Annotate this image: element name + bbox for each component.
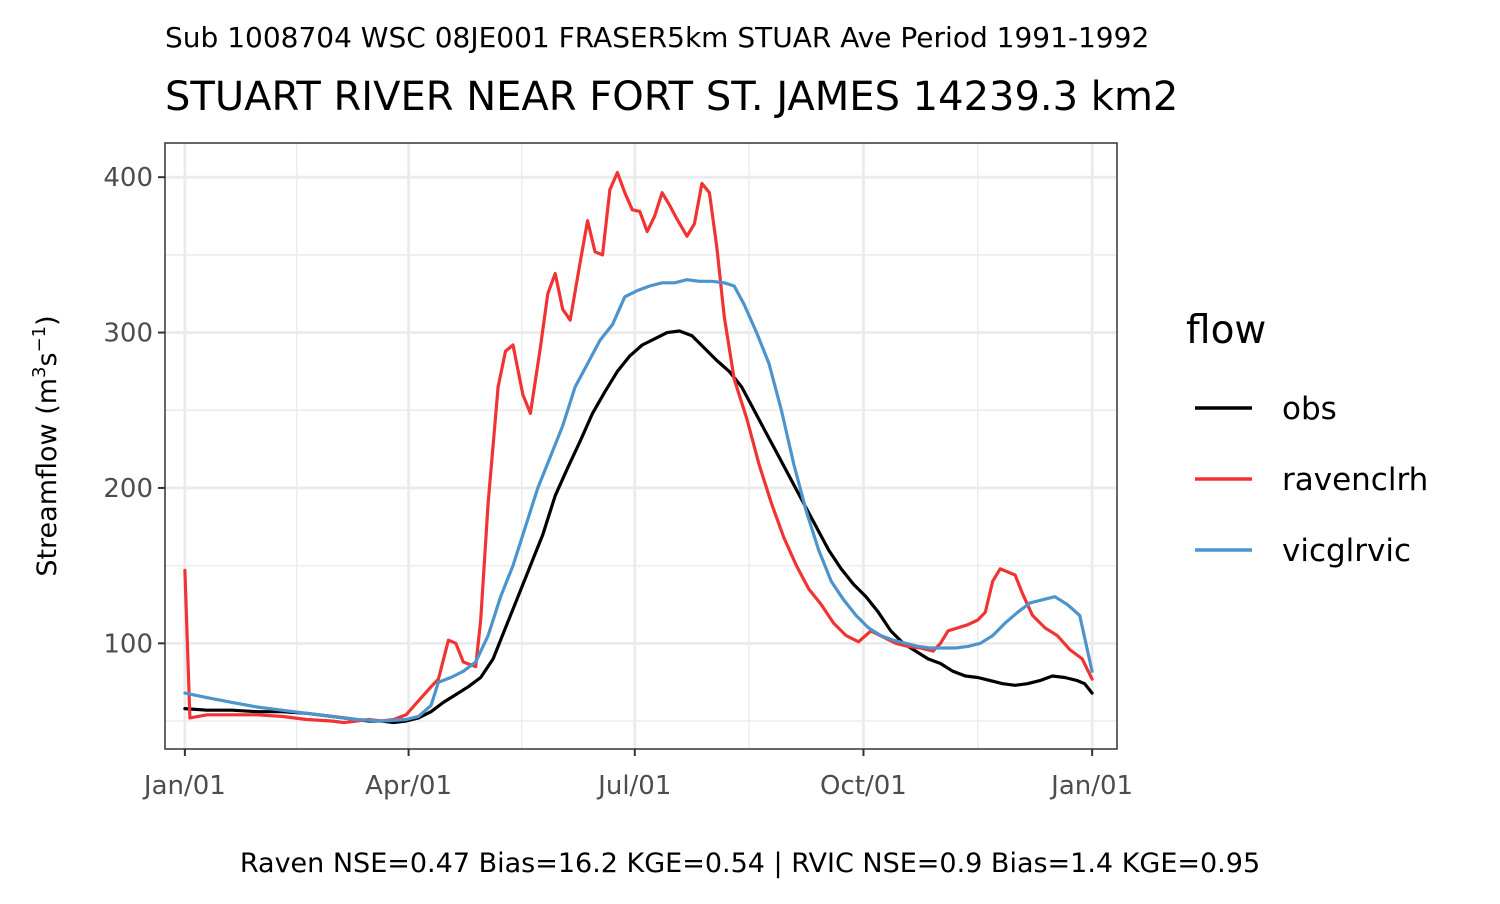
series-line-vicglrvic [183,278,1094,723]
y-axis-label-mid: s [32,352,63,366]
x-tick-label: Jan/01 [142,771,226,801]
x-tick-label: Oct/01 [820,771,907,801]
y-tick-label: 300 [103,319,153,349]
legend-title: flow [1186,308,1266,353]
y-axis-label-sup-3: 3 [29,367,50,378]
x-tick-label: Jan/01 [1049,771,1133,801]
chart-subtitle: Sub 1008704 WSC 08JE001 FRASER5km STUAR … [165,21,1149,54]
x-tick-label: Jul/01 [596,771,671,801]
legend-label-obs: obs [1282,391,1337,427]
legend-label-ravenclrh: ravenclrh [1282,462,1428,498]
y-axis-label-suffix: ) [32,315,63,326]
legend: obs ravenclrh vicglrvic [1195,391,1428,569]
axes: 100 200 300 400 Jan/01 Apr/01 Jul/01 Oct/01 Jan/… [103,163,1133,801]
series-line-ravenclrh [183,170,1094,725]
plot-panel-border [164,142,1118,750]
grid-lines [165,143,1117,749]
x-tick-label: Apr/01 [365,771,452,801]
y-axis-label-sup-minus-1: −1 [29,326,50,353]
y-tick-label: 100 [103,629,153,659]
chart-title: STUART RIVER NEAR FORT ST. JAMES 14239.3… [165,74,1178,120]
y-tick-label: 400 [103,163,153,193]
y-tick-label: 200 [103,474,153,504]
metrics-caption: Raven NSE=0.47 Bias=16.2 KGE=0.54 | RVIC… [240,848,1260,879]
legend-label-vicglrvic: vicglrvic [1282,533,1411,569]
y-axis-label-prefix: Streamflow (m [32,378,63,577]
y-axis-label: Streamflow (m3s−1) [29,315,63,576]
series-lines [183,170,1094,725]
